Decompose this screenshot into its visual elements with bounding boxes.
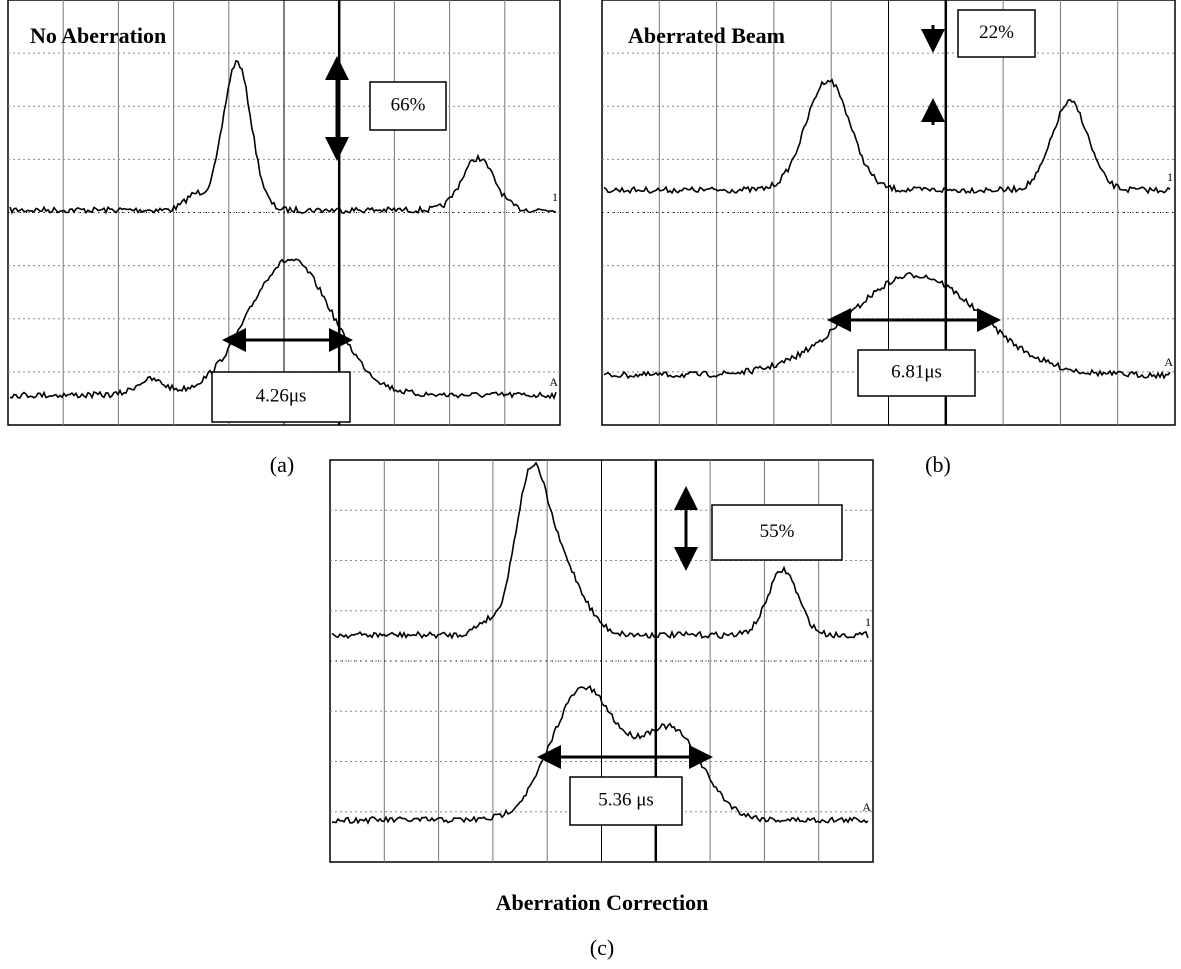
caption: (c) (590, 935, 614, 960)
width-label: 4.26μs (256, 385, 307, 406)
channel-label: A (549, 375, 558, 389)
peak-label: 55% (760, 521, 795, 542)
width-label: 5.36 μs (598, 789, 654, 810)
channel-label: 1 (865, 615, 871, 629)
panel-title: No Aberration (30, 23, 166, 48)
scope-panel: 1 A 22% 6.81μs (602, 0, 1175, 425)
peak-label: 66% (391, 94, 426, 115)
channel-label: A (1164, 355, 1173, 369)
caption: (a) (270, 452, 294, 477)
channel-label: A (862, 800, 871, 814)
figure: 1 A 55% 5.36 μs 1 A 22% 6.81μs 1 A 66% 4.26μs No Ab… (0, 0, 1181, 969)
panel-title: Aberration Correction (496, 890, 709, 915)
panel-title: Aberrated Beam (628, 23, 785, 48)
peak-label: 22% (979, 22, 1014, 43)
channel-label: 1 (1167, 170, 1173, 184)
caption: (b) (925, 452, 951, 477)
scope-panel: 1 A 55% 5.36 μs (330, 460, 873, 862)
width-label: 6.81μs (891, 361, 942, 382)
scope-panel: 1 A 66% 4.26μs (8, 0, 560, 425)
channel-label: 1 (552, 190, 558, 204)
